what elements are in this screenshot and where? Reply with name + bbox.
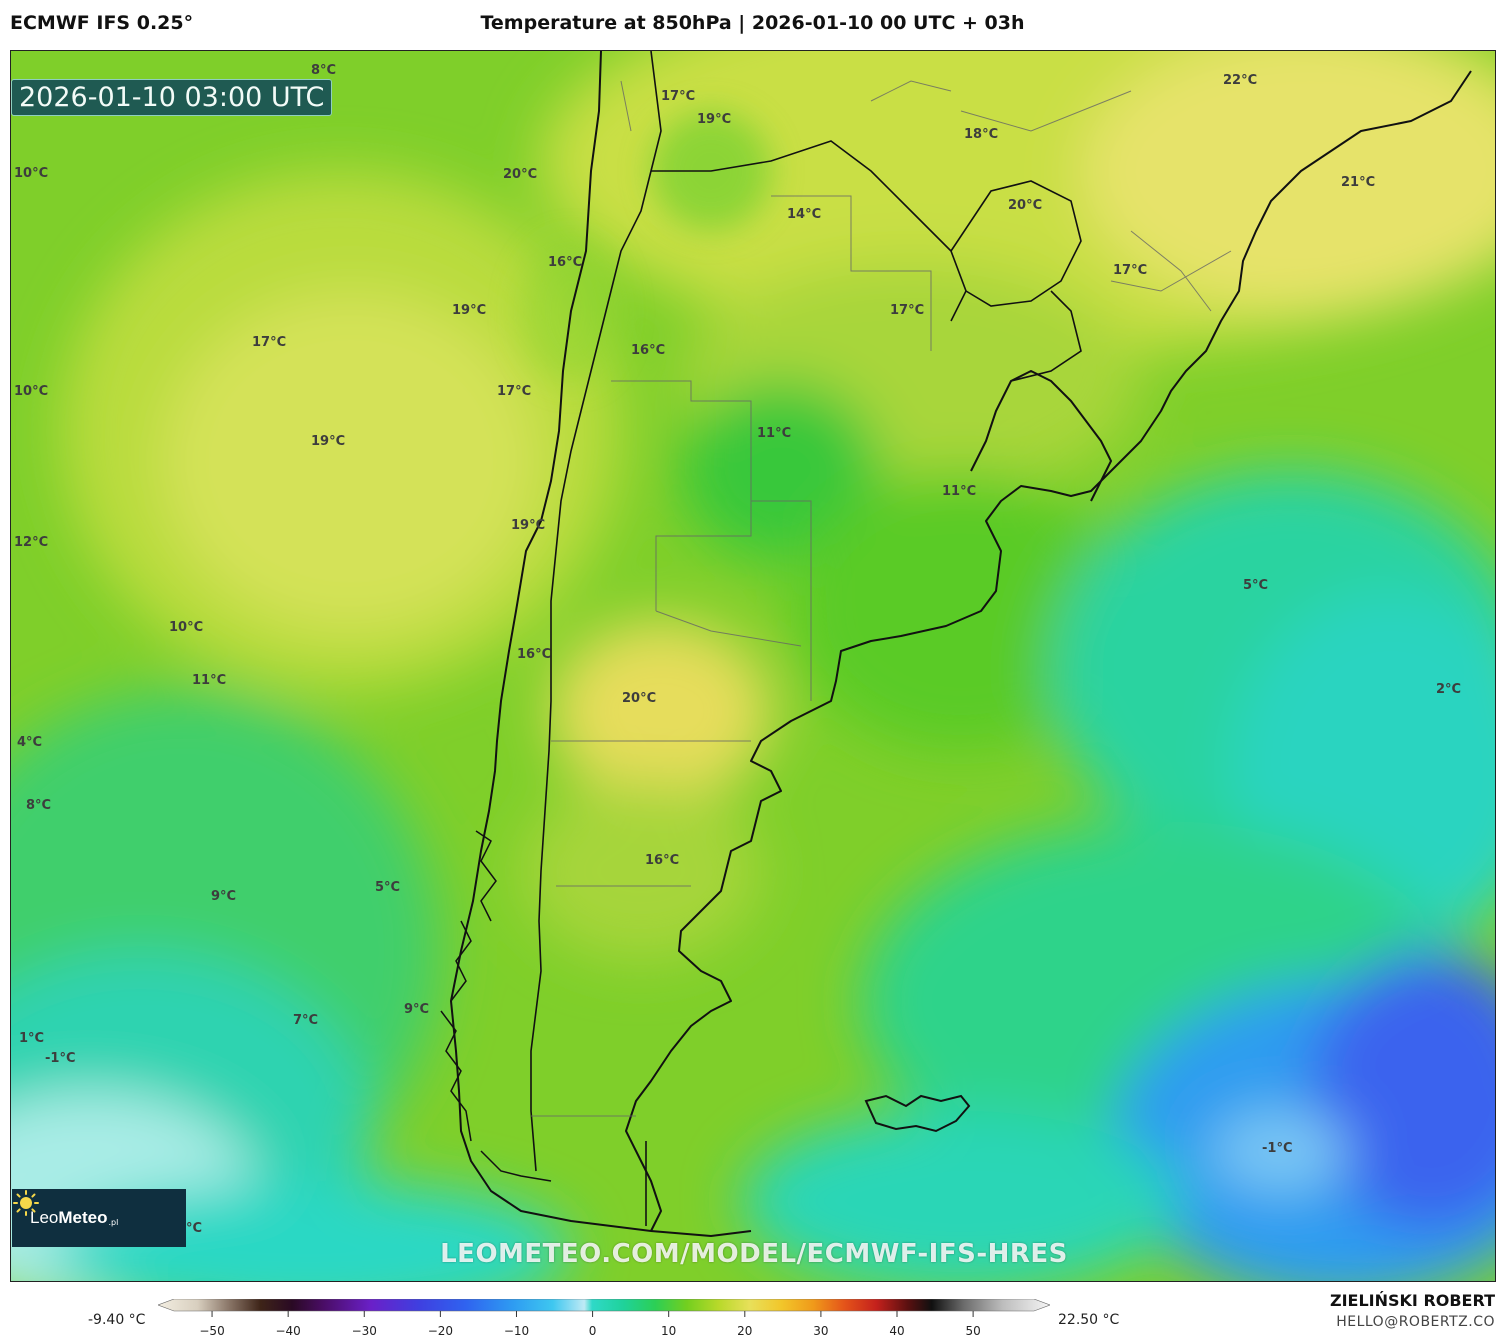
- colorbar-tick-label: −30: [352, 1324, 377, 1337]
- map-canvas: [11, 51, 1495, 1281]
- temperature-label: 1°C: [19, 1031, 45, 1046]
- temperature-label: -1°C: [1262, 1141, 1293, 1156]
- temperature-label: 2°C: [1436, 682, 1462, 697]
- colorbar-tick-label: 0: [589, 1324, 597, 1337]
- chilean-fjords: [440, 830, 552, 1182]
- temperature-label: 16°C: [645, 853, 680, 868]
- temperature-label: 16°C: [517, 647, 552, 662]
- falkland-islands: [864, 1094, 971, 1133]
- temperature-label: 5°C: [1243, 578, 1269, 593]
- chart-title: Temperature at 850hPa | 2026-01-10 00 UT…: [480, 12, 1025, 34]
- valid-time-label: 2026-01-10 03:00 UTC: [11, 79, 333, 116]
- temperature-label: 20°C: [503, 167, 538, 182]
- colorbar: −50 −40 −30 −20 −10 0 10 20 30 40 50: [158, 1299, 1050, 1337]
- temperature-label: 19°C: [697, 112, 732, 127]
- temperature-label: 11°C: [192, 673, 227, 688]
- sun-icon: [13, 1190, 39, 1216]
- temperature-label: 4°C: [17, 735, 43, 750]
- temperature-label: 20°C: [1008, 198, 1043, 213]
- temperature-label: 17°C: [661, 89, 696, 104]
- temperature-label: 17°C: [890, 303, 925, 318]
- temperature-label: 7°C: [293, 1013, 319, 1028]
- temperature-label: 8°C: [26, 798, 52, 813]
- temperature-label: -1°C: [45, 1051, 76, 1066]
- colorbar-min-label: -9.40 °C: [88, 1312, 146, 1328]
- temperature-label: 11°C: [757, 426, 792, 441]
- temperature-label: 19°C: [511, 518, 546, 533]
- temperature-label: 9°C: [404, 1002, 430, 1017]
- temperature-label: 20°C: [622, 691, 657, 706]
- colorbar-tick-label: −40: [275, 1324, 300, 1337]
- temperature-label: 10°C: [169, 620, 204, 635]
- colorbar-tick-label: −20: [428, 1324, 453, 1337]
- model-url-watermark: LEOMETEO.COM/MODEL/ECMWF-IFS-HRES: [440, 1239, 1068, 1269]
- leometeo-logo[interactable]: LeoMeteo .pl: [12, 1189, 186, 1247]
- coastline: [450, 51, 1472, 1237]
- temperature-label: 11°C: [942, 484, 977, 499]
- temperature-label: 16°C: [548, 255, 583, 270]
- temperature-label: 5°C: [375, 880, 401, 895]
- logo-brand: LeoMeteo: [30, 1208, 108, 1227]
- colorbar-tick-label: 30: [813, 1324, 828, 1337]
- logo-tld: .pl: [108, 1217, 119, 1227]
- temperature-field: [11, 51, 1495, 1281]
- temperature-label: 17°C: [1113, 263, 1148, 278]
- temperature-label: 19°C: [452, 303, 487, 318]
- temperature-map[interactable]: 2026-01-10 03:00 UTC 8°C 10°C 10°C 12°C 10°C…: [10, 50, 1496, 1282]
- temperature-label: 22°C: [1223, 73, 1258, 88]
- temperature-label: 10°C: [14, 166, 49, 181]
- author-name: ZIELIŃSKI ROBERT: [1329, 1291, 1495, 1310]
- temperature-label: °C: [186, 1221, 203, 1236]
- colorbar-tick-label: 20: [737, 1324, 752, 1337]
- temperature-label: 16°C: [631, 343, 666, 358]
- author-contact[interactable]: HELLO@ROBERTZ.CO: [1336, 1314, 1495, 1330]
- temperature-label: 18°C: [964, 127, 999, 142]
- temperature-label: 14°C: [787, 207, 822, 222]
- colorbar-tick-label: −10: [504, 1324, 529, 1337]
- colorbar-tick-label: 50: [965, 1324, 980, 1337]
- colorbar-tick-label: −50: [199, 1324, 224, 1337]
- temperature-label: 10°C: [14, 384, 49, 399]
- province-borders: [531, 80, 1232, 1117]
- temperature-label: 8°C: [311, 63, 337, 78]
- temperature-label: 9°C: [211, 889, 237, 904]
- colorbar-max-label: 22.50 °C: [1058, 1312, 1120, 1328]
- colorbar-tick-label: 40: [889, 1324, 904, 1337]
- temperature-label: 12°C: [14, 535, 49, 550]
- temperature-label: 21°C: [1341, 175, 1376, 190]
- colorbar-tick-label: 10: [661, 1324, 676, 1337]
- model-title: ECMWF IFS 0.25°: [10, 12, 194, 34]
- temperature-label: 19°C: [311, 434, 346, 449]
- temperature-label: 17°C: [497, 384, 532, 399]
- country-borders: [530, 51, 1082, 1226]
- temperature-label: 17°C: [252, 335, 287, 350]
